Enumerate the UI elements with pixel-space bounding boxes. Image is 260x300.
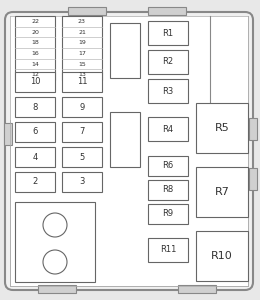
Bar	[249, 118, 257, 140]
Bar	[148, 50, 188, 74]
Text: 7: 7	[79, 128, 85, 136]
Circle shape	[43, 213, 67, 237]
Bar	[148, 238, 188, 262]
Text: R9: R9	[162, 209, 174, 218]
Text: 9: 9	[79, 103, 84, 112]
Text: 16: 16	[31, 51, 39, 56]
Bar	[4, 123, 12, 145]
Text: R4: R4	[162, 124, 174, 134]
Text: R6: R6	[162, 161, 174, 170]
Bar	[196, 231, 248, 281]
Text: 14: 14	[31, 61, 39, 67]
Bar	[249, 168, 257, 190]
Text: 12: 12	[31, 72, 39, 77]
Text: 3: 3	[79, 178, 85, 187]
Text: R3: R3	[162, 86, 174, 95]
Bar	[148, 156, 188, 176]
Bar	[62, 72, 102, 92]
Text: 8: 8	[32, 103, 38, 112]
Text: R11: R11	[160, 245, 176, 254]
Text: 17: 17	[78, 51, 86, 56]
Text: R10: R10	[211, 251, 233, 261]
Bar	[15, 202, 95, 282]
Bar	[68, 7, 106, 15]
Bar	[148, 21, 188, 45]
Text: 20: 20	[31, 29, 39, 34]
Text: 4: 4	[32, 152, 38, 161]
Bar	[110, 23, 140, 78]
Circle shape	[43, 250, 67, 274]
Text: R2: R2	[162, 58, 174, 67]
Bar	[148, 79, 188, 103]
Bar	[15, 122, 55, 142]
Bar	[15, 72, 55, 92]
Bar	[15, 172, 55, 192]
Bar	[10, 16, 248, 120]
Bar	[148, 7, 186, 15]
Text: 21: 21	[78, 29, 86, 34]
Bar	[62, 122, 102, 142]
Bar	[110, 112, 140, 167]
Bar	[196, 103, 248, 153]
Bar	[15, 97, 55, 117]
Bar	[178, 285, 216, 293]
Bar	[38, 285, 76, 293]
Text: 13: 13	[78, 72, 86, 77]
Text: R1: R1	[162, 28, 174, 38]
Bar	[62, 97, 102, 117]
Bar	[15, 16, 55, 80]
Bar	[148, 180, 188, 200]
Bar	[148, 204, 188, 224]
Bar	[62, 172, 102, 192]
Text: 11: 11	[77, 77, 87, 86]
Text: R7: R7	[214, 187, 229, 197]
Bar	[196, 167, 248, 217]
Bar	[148, 117, 188, 141]
FancyBboxPatch shape	[5, 12, 253, 290]
Text: 22: 22	[31, 19, 39, 24]
Bar	[62, 147, 102, 167]
Text: 2: 2	[32, 178, 38, 187]
Text: 6: 6	[32, 128, 38, 136]
Bar	[15, 147, 55, 167]
Text: 23: 23	[78, 19, 86, 24]
Text: R8: R8	[162, 185, 174, 194]
Text: 19: 19	[78, 40, 86, 45]
Bar	[62, 16, 102, 80]
Text: 18: 18	[31, 40, 39, 45]
Text: 15: 15	[78, 61, 86, 67]
Text: R5: R5	[214, 123, 229, 133]
Text: 5: 5	[79, 152, 84, 161]
Text: 10: 10	[30, 77, 40, 86]
